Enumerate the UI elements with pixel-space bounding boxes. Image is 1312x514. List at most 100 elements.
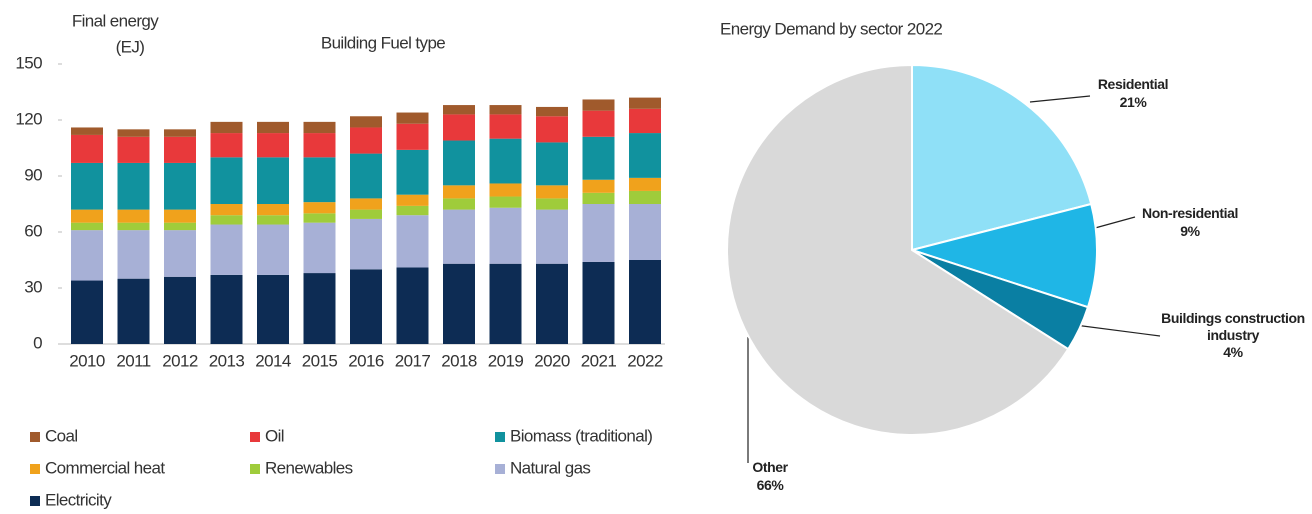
pie-value-label: 21% xyxy=(1119,94,1147,110)
x-tick-label: 2020 xyxy=(534,351,570,370)
bar-segment xyxy=(396,149,429,195)
y-axis-label: (EJ) xyxy=(116,37,145,56)
bar-segment xyxy=(71,280,103,344)
legend-label: Electricity xyxy=(45,490,112,509)
bar-segment xyxy=(303,157,336,203)
bar-segment xyxy=(164,276,196,344)
bar-segment xyxy=(536,263,568,344)
bar-segment xyxy=(257,274,289,344)
x-tick-label: 2021 xyxy=(581,351,617,370)
bar-segment xyxy=(350,218,382,270)
x-tick-label: 2019 xyxy=(488,351,524,370)
bar-segment xyxy=(210,274,243,344)
bar-segment xyxy=(117,230,150,279)
bar-segment xyxy=(117,278,150,344)
bar-segment xyxy=(443,209,475,264)
pie-slice xyxy=(726,63,1070,436)
bar-segment xyxy=(117,222,150,231)
x-tick-label: 2012 xyxy=(162,351,198,370)
bar-segment xyxy=(71,230,103,281)
pie-value-label: 66% xyxy=(756,477,784,493)
bar-segment xyxy=(489,138,522,184)
pie-label: Other xyxy=(752,459,788,475)
bar-segment xyxy=(582,192,615,204)
legend-label: Commercial heat xyxy=(45,458,165,477)
legend-swatch xyxy=(30,496,40,506)
bar-segment xyxy=(350,153,382,199)
bar-segment xyxy=(629,177,661,191)
bar-segment xyxy=(117,136,150,163)
y-axis-label: Final energy xyxy=(72,11,159,30)
legend-swatch xyxy=(250,432,260,442)
bar-segment xyxy=(536,142,568,186)
bar-segment xyxy=(164,209,196,223)
bar-segment xyxy=(582,261,615,344)
bar-segment xyxy=(629,108,661,134)
bar-segment xyxy=(582,136,615,180)
bar-segment xyxy=(117,162,150,210)
bar-segment xyxy=(210,133,243,158)
bar-segment xyxy=(443,140,475,186)
bar-segment xyxy=(489,183,522,197)
bar-segment xyxy=(303,273,336,344)
bar-segment xyxy=(629,260,661,344)
x-tick-label: 2016 xyxy=(348,351,384,370)
y-tick-label: 90 xyxy=(24,165,42,184)
pie-label: Buildings construction industry xyxy=(1161,310,1305,343)
x-tick-label: 2018 xyxy=(441,351,477,370)
x-tick-label: 2015 xyxy=(302,351,338,370)
bar-segment xyxy=(164,230,196,277)
bar-segment xyxy=(164,222,196,231)
bar-segment xyxy=(443,263,475,344)
bar-segment xyxy=(443,185,475,199)
y-tick-label: 30 xyxy=(24,277,42,296)
bar-segment xyxy=(443,198,475,210)
x-tick-label: 2010 xyxy=(69,351,105,370)
bar-segment xyxy=(396,194,429,206)
bar-segment xyxy=(164,129,196,137)
bar-segment xyxy=(164,136,196,163)
bar-segment xyxy=(629,133,661,178)
bar-segment xyxy=(443,105,475,115)
legend-label: Oil xyxy=(265,426,284,445)
bar-segment xyxy=(489,196,522,208)
bar-segment xyxy=(71,209,103,223)
bar-segment xyxy=(582,99,615,111)
bar-segment xyxy=(71,134,103,163)
bar-segment xyxy=(582,204,615,262)
pie-slice xyxy=(911,63,1093,252)
bar-segment xyxy=(629,190,661,204)
bar-segment xyxy=(396,267,429,344)
legend-label: Natural gas xyxy=(510,458,590,477)
bar-segment xyxy=(303,121,336,134)
x-tick-label: 2022 xyxy=(627,351,663,370)
bar-segment xyxy=(396,112,429,124)
bar-segment xyxy=(350,127,382,154)
bar-segment xyxy=(489,207,522,264)
chart-title: Energy Demand by sector 2022 xyxy=(720,19,942,38)
legend-label: Biomass (traditional) xyxy=(510,426,652,445)
legend-swatch xyxy=(30,432,40,442)
bar-segment xyxy=(164,162,196,210)
x-tick-label: 2014 xyxy=(255,351,291,370)
bar-segment xyxy=(303,222,336,274)
bar-segment xyxy=(396,123,429,150)
bar-segment xyxy=(117,209,150,223)
pie-value-label: 4% xyxy=(1223,344,1243,360)
bar-segment xyxy=(536,198,568,210)
bar-segment xyxy=(629,97,661,109)
bar-segment xyxy=(257,157,289,204)
bar-segment xyxy=(303,133,336,158)
pie-label: Non-residential xyxy=(1142,205,1238,221)
bar-segment xyxy=(210,224,243,275)
y-tick-label: 60 xyxy=(24,221,42,240)
pie-label: Residential xyxy=(1097,76,1169,92)
legend-swatch xyxy=(495,464,505,474)
x-tick-label: 2017 xyxy=(395,351,431,370)
bar-segment xyxy=(210,157,243,204)
pie-value-label: 9% xyxy=(1180,223,1200,239)
bar-segment xyxy=(582,179,615,193)
bar-segment xyxy=(303,202,336,214)
x-tick-label: 2013 xyxy=(209,351,245,370)
